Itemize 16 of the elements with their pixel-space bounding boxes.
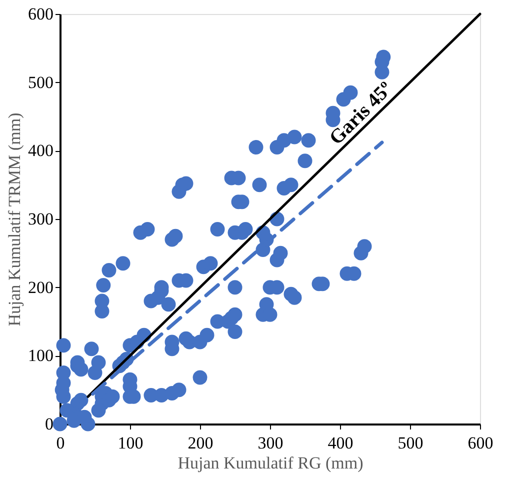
x-tick-label: 600 [468, 434, 494, 452]
y-tick-label: 500 [28, 72, 54, 92]
x-tick-label: 300 [258, 434, 284, 452]
x-tick-label: 100 [118, 434, 144, 452]
y-axis-title: Hujan Kumulatif TRMM (mm) [5, 112, 24, 326]
x-tick-label: 0 [56, 434, 65, 452]
y-tick-label: 200 [28, 278, 54, 297]
y-tick-label: 0 [45, 414, 54, 434]
x-axis-title: Hujan Kumulatif RG (mm) [178, 454, 364, 472]
y-tick-label: 100 [28, 346, 54, 366]
y-tick-label: 400 [28, 141, 54, 160]
x-tick-label: 400 [328, 434, 354, 452]
y-tick-label: 300 [28, 210, 54, 228]
x-tick-label: 500 [398, 434, 424, 452]
y-tick-label: 600 [28, 4, 54, 24]
x-tick-label: 200 [188, 434, 214, 452]
